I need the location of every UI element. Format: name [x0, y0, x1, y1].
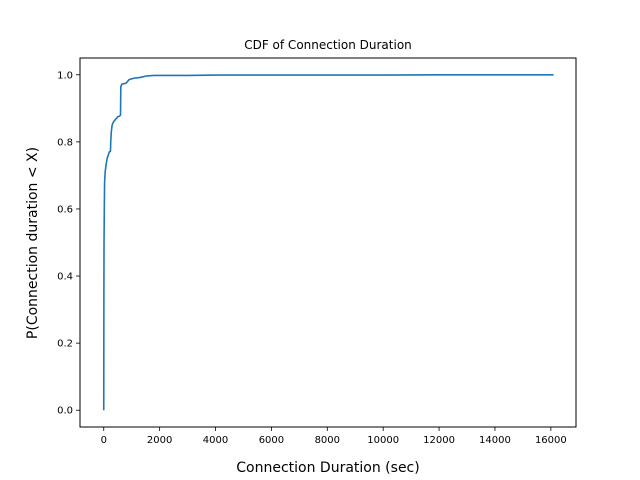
x-tick-label: 16000 — [535, 435, 567, 446]
y-tick-label: 0.8 — [57, 137, 73, 148]
x-tick-label: 6000 — [259, 435, 284, 446]
x-axis-label: Connection Duration (sec) — [236, 460, 419, 476]
x-axis-ticks: 0 2000 4000 6000 8000 10000 12000 14000 16000 — [101, 427, 567, 446]
x-tick-label: 10000 — [367, 435, 399, 446]
chart-title: CDF of Connection Duration — [244, 38, 412, 52]
y-axis-ticks: 0.0 0.2 0.4 0.6 0.8 1.0 — [57, 70, 80, 417]
x-tick-label: 14000 — [479, 435, 511, 446]
x-tick-label: 4000 — [203, 435, 228, 446]
x-tick-label: 2000 — [147, 435, 172, 446]
y-axis-label: P(Connection duration < X) — [25, 147, 41, 339]
x-tick-label: 12000 — [423, 435, 455, 446]
x-tick-label: 0 — [101, 435, 107, 446]
x-tick-label: 8000 — [315, 435, 340, 446]
y-tick-label: 0.4 — [57, 272, 73, 283]
cdf-series-line — [102, 73, 554, 411]
y-tick-label: 0.0 — [57, 406, 73, 417]
y-tick-label: 0.2 — [57, 339, 73, 350]
plot-frame — [79, 57, 577, 428]
y-tick-label: 0.6 — [57, 204, 73, 215]
y-tick-label: 1.0 — [57, 70, 73, 81]
